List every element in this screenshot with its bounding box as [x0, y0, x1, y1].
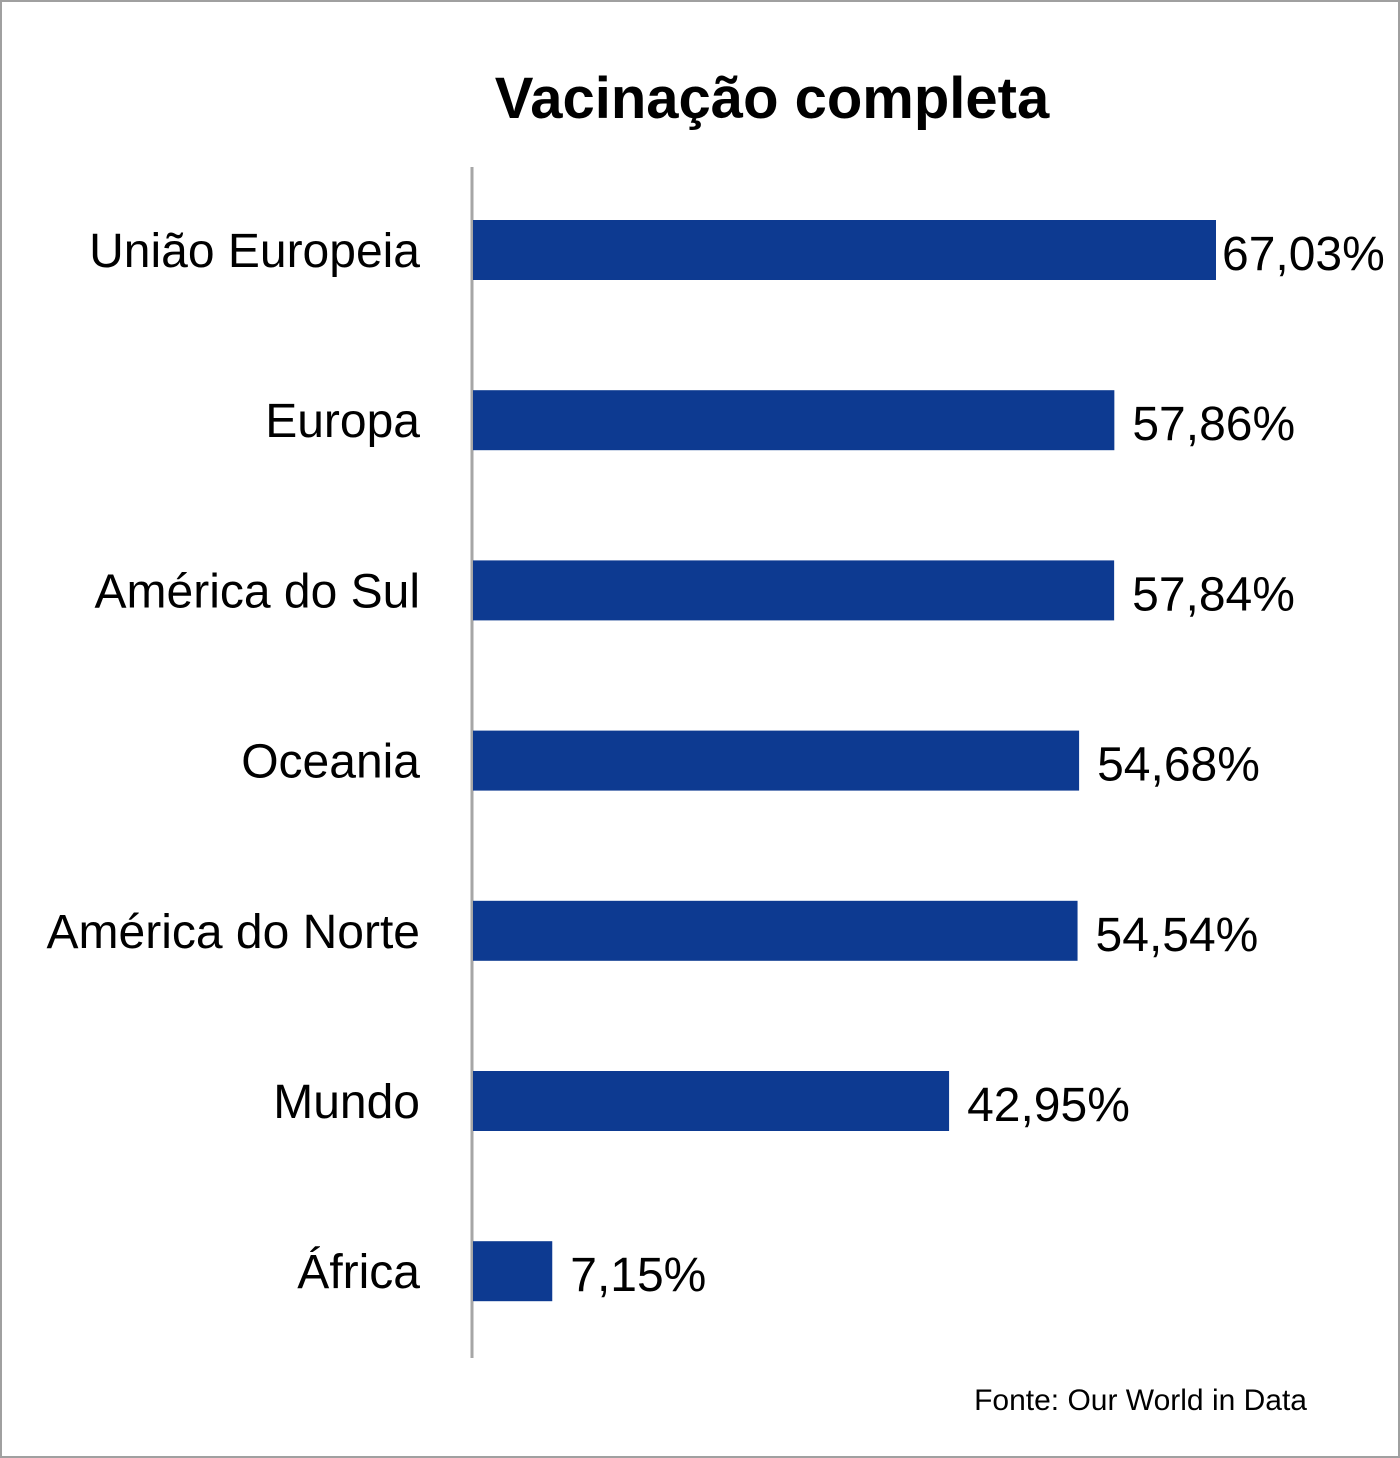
category-label: União Europeia	[89, 225, 420, 278]
category-label: Mundo	[273, 1076, 420, 1129]
data-label: 54,68%	[1097, 739, 1260, 792]
data-label: 54,54%	[1096, 909, 1259, 962]
bar	[473, 730, 1080, 791]
category-label: América do Norte	[47, 906, 420, 959]
data-label: 42,95%	[967, 1079, 1130, 1132]
data-label: 7,15%	[570, 1249, 706, 1302]
bar	[473, 390, 1115, 451]
data-label: 67,03%	[1222, 228, 1385, 281]
data-label: 57,86%	[1132, 398, 1295, 451]
bar	[473, 220, 1216, 280]
bar	[473, 900, 1078, 961]
bar	[473, 1071, 950, 1131]
category-label: África	[297, 1246, 420, 1299]
chart-title: Vacinação completa	[495, 66, 1050, 131]
data-label: 57,84%	[1132, 568, 1295, 621]
source-note: Fonte: Our World in Data	[974, 1384, 1307, 1417]
category-label: América do Sul	[95, 565, 420, 618]
bar	[473, 1241, 553, 1302]
bar	[473, 560, 1115, 621]
category-label: Europa	[265, 395, 420, 448]
category-label: Oceania	[241, 736, 420, 789]
